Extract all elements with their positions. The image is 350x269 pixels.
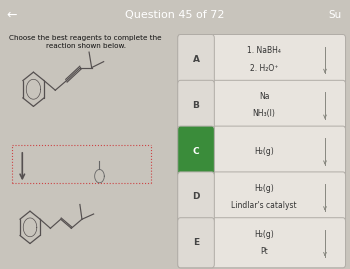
Text: Question 45 of 72: Question 45 of 72: [125, 10, 225, 20]
Text: D: D: [192, 192, 200, 201]
FancyBboxPatch shape: [178, 34, 214, 84]
FancyBboxPatch shape: [178, 34, 345, 84]
FancyBboxPatch shape: [178, 126, 214, 176]
FancyBboxPatch shape: [178, 80, 214, 130]
Text: H₂(g): H₂(g): [254, 147, 274, 156]
FancyBboxPatch shape: [178, 172, 214, 222]
FancyBboxPatch shape: [178, 218, 214, 268]
Text: Su: Su: [328, 10, 341, 20]
FancyBboxPatch shape: [178, 218, 345, 268]
Text: Pt: Pt: [260, 247, 268, 256]
Text: H₂(g): H₂(g): [254, 184, 274, 193]
Text: ←: ←: [6, 9, 17, 22]
Text: 2. H₂O⁺: 2. H₂O⁺: [250, 64, 278, 73]
Text: NH₃(l): NH₃(l): [253, 109, 275, 118]
Text: E: E: [193, 238, 199, 247]
FancyBboxPatch shape: [178, 80, 345, 130]
Text: Choose the best reagents to complete the
reaction shown below.: Choose the best reagents to complete the…: [9, 34, 162, 48]
Text: A: A: [193, 55, 200, 64]
FancyBboxPatch shape: [178, 126, 345, 176]
FancyBboxPatch shape: [178, 172, 345, 222]
Text: Na: Na: [259, 92, 270, 101]
Text: C: C: [193, 147, 200, 156]
Text: B: B: [193, 101, 200, 110]
Text: 1. NaBH₄: 1. NaBH₄: [247, 47, 281, 55]
Text: Lindlar's catalyst: Lindlar's catalyst: [231, 201, 297, 210]
Text: H₂(g): H₂(g): [254, 230, 274, 239]
